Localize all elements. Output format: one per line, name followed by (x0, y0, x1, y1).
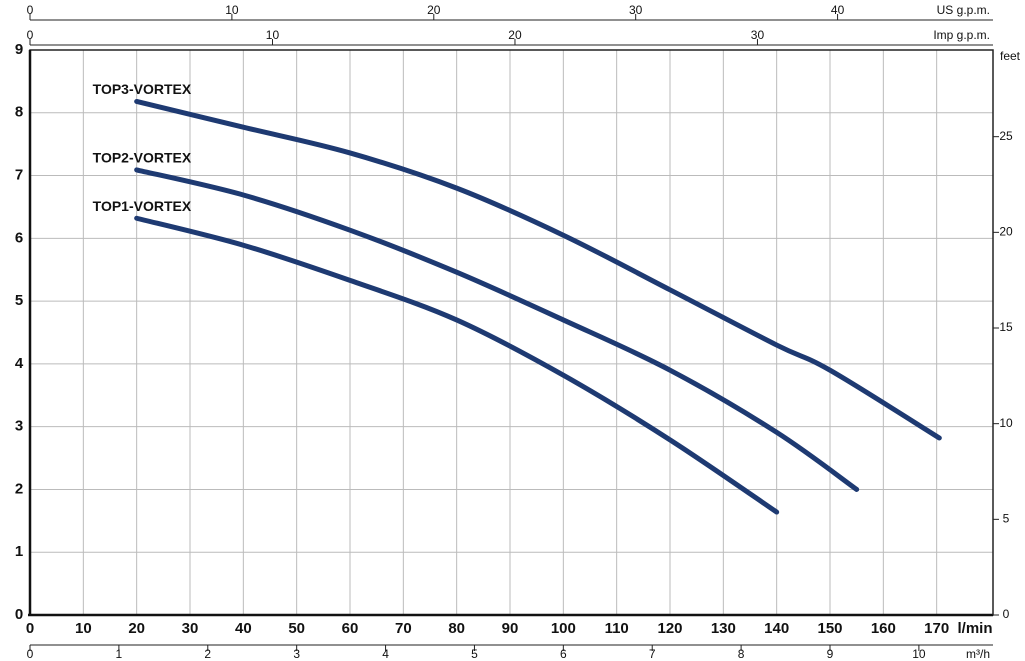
x-axis-label: l/min (957, 620, 992, 637)
x3-tick-label: 30 (751, 28, 765, 42)
x-tick-label: 60 (342, 620, 359, 637)
y-tick-label: 2 (15, 480, 23, 497)
plot-frame (29, 49, 994, 616)
curve-label: TOP3-VORTEX (93, 81, 192, 97)
y2-tick-label: 25 (999, 129, 1013, 143)
x4-tick-label: 1 (116, 647, 123, 661)
y-tick-label: 0 (15, 606, 23, 623)
x-tick-label: 100 (551, 620, 576, 637)
x2-tick-label: 0 (27, 3, 34, 17)
x-tick-label: 50 (288, 620, 305, 637)
x-tick-label: 140 (764, 620, 789, 637)
pump-curve (134, 215, 780, 515)
x4-tick-label: 7 (649, 647, 656, 661)
x4-tick-label: 5 (471, 647, 478, 661)
x2-tick-label: 30 (629, 3, 643, 17)
x4-tick-label: 2 (204, 647, 211, 661)
x-tick-label: 40 (235, 620, 252, 637)
x4-tick-label: 8 (738, 647, 745, 661)
x-tick-label: 30 (182, 620, 199, 637)
x-tick-label: 150 (817, 620, 842, 637)
x-tick-label: 80 (448, 620, 465, 637)
y2-tick-label: 10 (999, 416, 1013, 430)
curve-label: TOP2-VORTEX (93, 150, 192, 166)
y-tick-label: 3 (15, 418, 23, 435)
x-tick-label: 10 (75, 620, 92, 637)
x2-tick-label: 40 (831, 3, 845, 17)
x-tick-label: 160 (871, 620, 896, 637)
x-tick-label: 90 (502, 620, 519, 637)
y2-tick-label: 5 (1003, 512, 1010, 526)
x3-tick-label: 10 (266, 28, 280, 42)
pump-curve (134, 167, 860, 492)
x3-tick-label: 0 (27, 28, 34, 42)
x4-tick-label: 4 (382, 647, 389, 661)
x4-tick-label: 10 (912, 647, 926, 661)
x-tick-label: 20 (128, 620, 145, 637)
pump-curve (134, 98, 942, 441)
y2-tick-label: 0 (1003, 607, 1010, 621)
x-tick-label: 110 (605, 620, 629, 637)
x4-tick-label: 3 (293, 647, 300, 661)
x2-tick-label: 10 (225, 3, 239, 17)
x-tick-label: 170 (924, 620, 949, 637)
y-tick-label: 9 (15, 41, 23, 58)
x-tick-label: 130 (711, 620, 736, 637)
y-tick-label: 5 (15, 292, 23, 309)
x4-tick-label: 6 (560, 647, 567, 661)
y-tick-label: 1 (15, 543, 23, 560)
x4-axis-label: m³/h (966, 647, 990, 661)
curve-label: TOP1-VORTEX (93, 198, 192, 214)
y2-tick-label: 20 (999, 225, 1013, 239)
x-tick-label: 70 (395, 620, 412, 637)
x3-axis-label: Imp g.p.m. (933, 28, 990, 42)
x4-tick-label: 0 (27, 647, 34, 661)
x2-tick-label: 20 (427, 3, 441, 17)
y-tick-label: 8 (15, 104, 23, 121)
x-tick-label: 120 (657, 620, 682, 637)
y-tick-label: 4 (15, 355, 24, 372)
y2-tick-label: 15 (999, 320, 1013, 334)
x2-axis-label: US g.p.m. (937, 3, 990, 17)
x4-tick-label: 9 (827, 647, 834, 661)
y-tick-label: 7 (15, 167, 23, 184)
y-tick-label: 6 (15, 229, 23, 246)
x-tick-label: 0 (26, 620, 34, 637)
y2-axis-label: feet (1000, 49, 1021, 63)
x3-tick-label: 20 (508, 28, 522, 42)
